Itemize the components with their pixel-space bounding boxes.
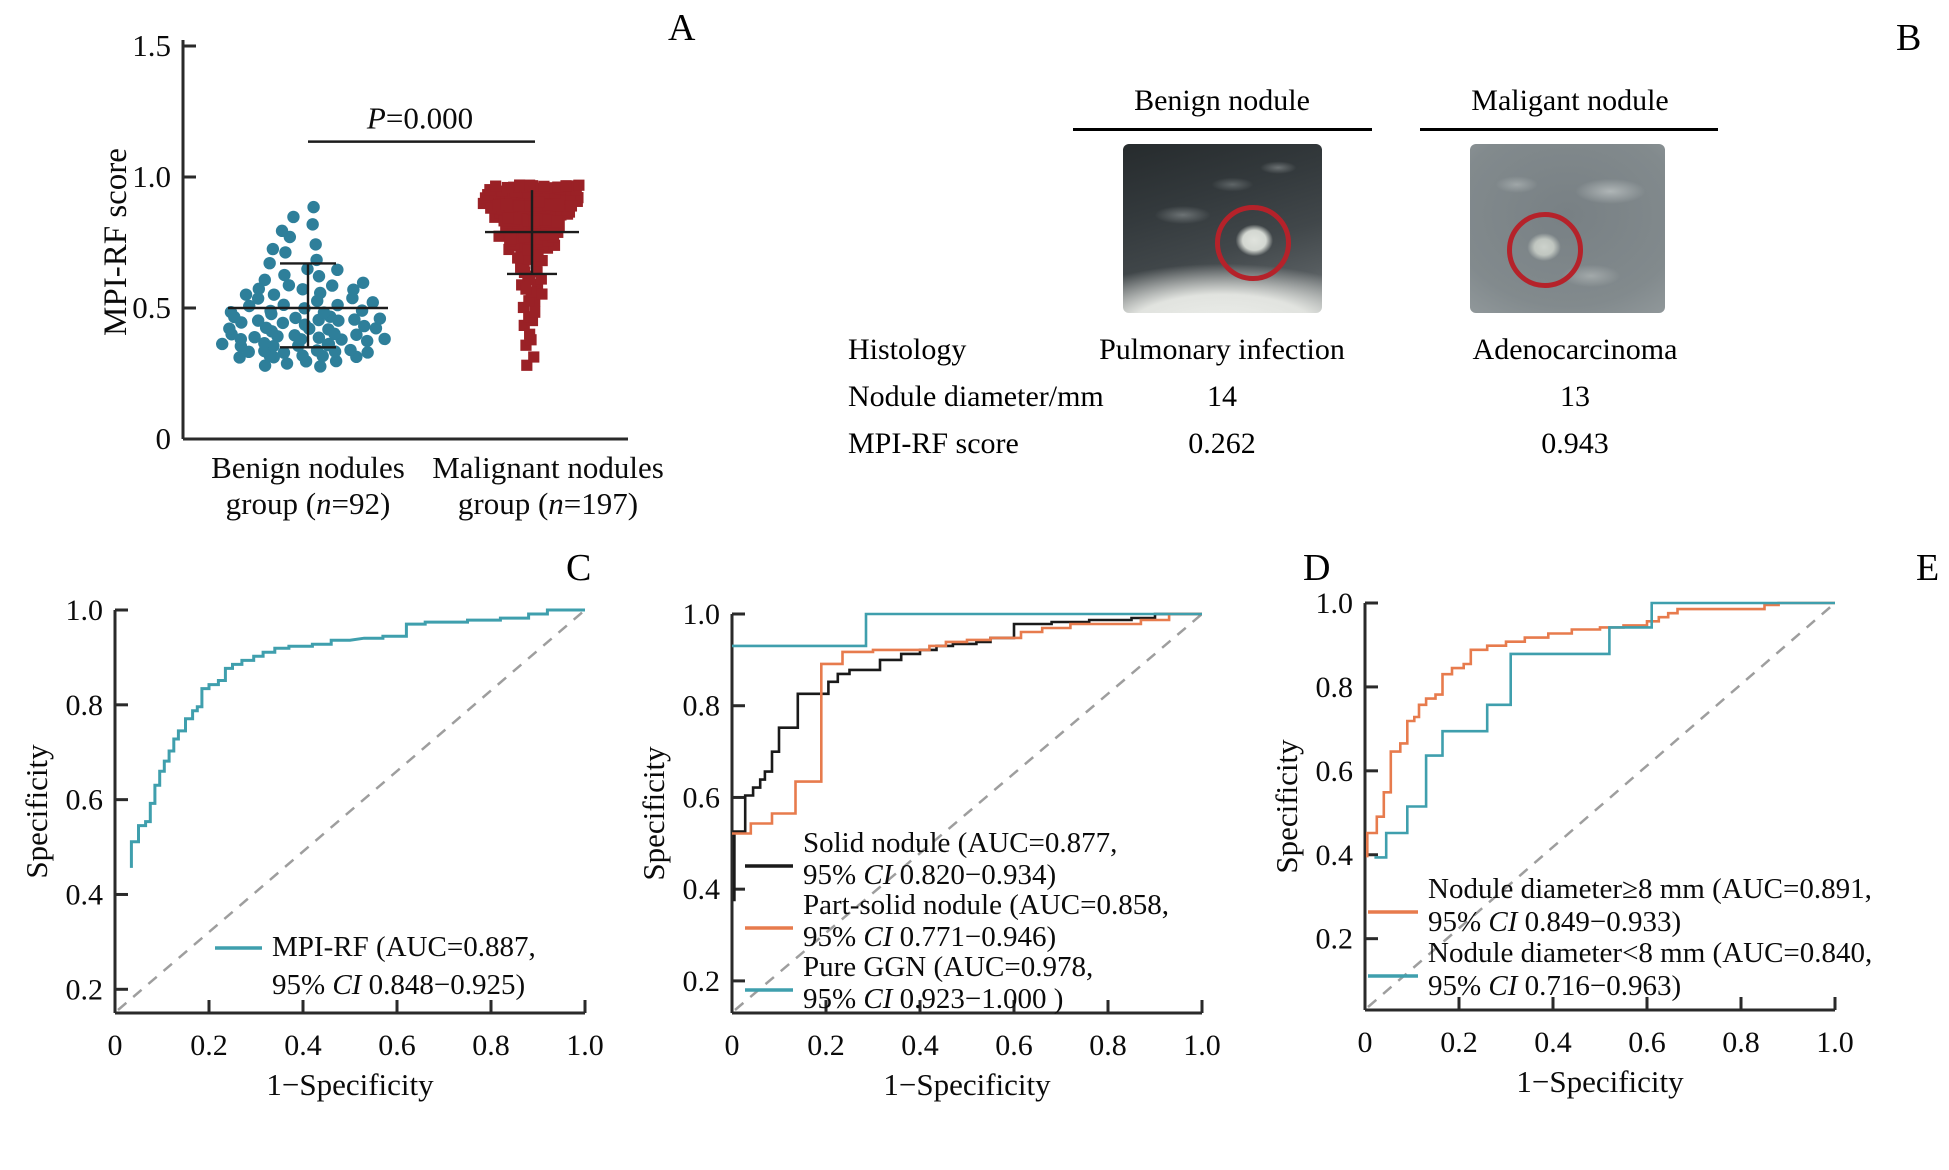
svg-text:0.6: 0.6 (683, 781, 721, 814)
benign-score: 0.262 (1188, 427, 1256, 460)
svg-text:0.2: 0.2 (190, 1029, 228, 1062)
svg-text:group (n=197): group (n=197) (458, 486, 638, 521)
panel-label-c: C (566, 547, 592, 589)
svg-text:0.6: 0.6 (378, 1029, 416, 1062)
malignant-score: 0.943 (1541, 427, 1609, 460)
roc-curve-part-solid-nodule (732, 612, 1202, 835)
svg-text:0.8: 0.8 (1722, 1026, 1760, 1059)
malignant-header-underline (1420, 128, 1718, 131)
svg-text:95% CI 0.849−0.933): 95% CI 0.849−0.933) (1428, 906, 1681, 938)
svg-text:Benign nodules: Benign nodules (211, 450, 405, 485)
svg-text:95% CI 0.716−0.963): 95% CI 0.716−0.963) (1428, 970, 1681, 1002)
panel-label-a: A (668, 7, 696, 49)
roc-curve-nodule-diameter-8-mm (1374, 601, 1835, 859)
row-label-diameter: Nodule diameter/mm (848, 380, 1104, 413)
svg-text:1.0: 1.0 (132, 159, 171, 194)
svg-text:Malignant nodules: Malignant nodules (432, 450, 664, 485)
ct-image-malignant (1470, 144, 1665, 313)
svg-text:0.2: 0.2 (807, 1029, 845, 1062)
svg-text:95% CI 0.820−0.934): 95% CI 0.820−0.934) (803, 859, 1056, 891)
roc-curve-mpi-rf (129, 608, 585, 868)
svg-text:0.6: 0.6 (1316, 755, 1354, 788)
benign-header-underline (1073, 128, 1372, 131)
panel-label-e: E (1916, 547, 1940, 589)
svg-text:0.6: 0.6 (995, 1029, 1033, 1062)
svg-text:group (n=92): group (n=92) (226, 486, 391, 521)
row-label-histology: Histology (848, 333, 967, 366)
benign-swarm (216, 200, 391, 373)
svg-text:Part-solid nodule (AUC=0.858,: Part-solid nodule (AUC=0.858, (803, 889, 1169, 921)
svg-text:0.4: 0.4 (66, 878, 104, 911)
panel-label-d: D (1303, 547, 1331, 589)
benign-histology: Pulmonary infection (1099, 333, 1345, 366)
svg-text:0.4: 0.4 (284, 1029, 322, 1062)
svg-text:95% CI 0.848−0.925): 95% CI 0.848−0.925) (272, 969, 525, 1001)
svg-text:0.8: 0.8 (1316, 671, 1354, 704)
svg-text:0.5: 0.5 (132, 290, 171, 325)
svg-text:1.0: 1.0 (1816, 1026, 1854, 1059)
row-label-score: MPI-RF score (848, 427, 1019, 460)
svg-text:Pure GGN (AUC=0.978,: Pure GGN (AUC=0.978, (803, 951, 1093, 983)
svg-text:1.0: 1.0 (683, 598, 721, 631)
svg-text:0.4: 0.4 (1534, 1026, 1572, 1059)
svg-text:0.2: 0.2 (66, 973, 104, 1006)
svg-text:1.0: 1.0 (66, 594, 104, 627)
svg-text:0.4: 0.4 (1316, 839, 1354, 872)
svg-text:0: 0 (1358, 1026, 1373, 1059)
svg-text:1−Specificity: 1−Specificity (1516, 1064, 1684, 1099)
svg-text:0.6: 0.6 (66, 784, 104, 817)
svg-text:0.4: 0.4 (901, 1029, 939, 1062)
benign-nodule-header: Benign nodule (1134, 84, 1310, 117)
svg-text:0: 0 (725, 1029, 740, 1062)
nodule-circle-annotation (1215, 205, 1291, 281)
roc-curve-pure-ggn (732, 612, 1202, 648)
svg-text:0.2: 0.2 (1316, 923, 1354, 956)
svg-text:95% CI 0.923−1.000 ): 95% CI 0.923−1.000 ) (803, 983, 1063, 1015)
svg-text:1−Specificity: 1−Specificity (266, 1067, 434, 1102)
panel-e-chart: 0.2 0.4 0.6 0.8 1.0 0 0.2 0.4 0.6 0.8 1.0 1−Specifi… (1269, 587, 1872, 1099)
svg-text:0.2: 0.2 (1440, 1026, 1478, 1059)
svg-text:1.5: 1.5 (132, 28, 171, 63)
svg-text:0: 0 (108, 1029, 123, 1062)
panel-d-chart: 0.20.40.60.81.00 0.2 0.4 0.6 0.8 1.01−Specifi… (636, 598, 1221, 1102)
svg-text:1.0: 1.0 (566, 1029, 604, 1062)
malignant-nodule-header: Maligant nodule (1471, 84, 1669, 117)
svg-text:1.0: 1.0 (1183, 1029, 1221, 1062)
nodule-circle-annotation (1507, 212, 1583, 288)
svg-text:0.4: 0.4 (683, 873, 721, 906)
malignant-swarm (477, 179, 585, 371)
svg-text:1−Specificity: 1−Specificity (883, 1067, 1051, 1102)
svg-text:0.2: 0.2 (683, 965, 721, 998)
svg-text:0: 0 (156, 421, 172, 456)
malignant-histology: Adenocarcinoma (1472, 333, 1678, 366)
malignant-diameter: 13 (1560, 380, 1590, 413)
svg-text:1.0: 1.0 (1316, 587, 1354, 620)
svg-text:Specificity: Specificity (19, 744, 54, 879)
svg-text:P=0.000: P=0.000 (366, 101, 473, 136)
ct-image-benign (1123, 144, 1322, 313)
panel-c-chart: 0.20.40.60.81.00 0.2 0.4 0.6 0.8 1.01−Specifi… (19, 594, 604, 1102)
svg-text:0.8: 0.8 (683, 690, 721, 723)
panel-label-b: B (1896, 17, 1922, 59)
roc-curve-nodule-diameter-8-mm (1366, 601, 1835, 858)
svg-text:0.8: 0.8 (1089, 1029, 1127, 1062)
svg-text:Specificity: Specificity (1269, 739, 1304, 874)
svg-text:Specificity: Specificity (636, 746, 671, 881)
svg-text:Solid nodule (AUC=0.877,: Solid nodule (AUC=0.877, (803, 827, 1117, 859)
roc-curve-solid-nodule (733, 612, 1202, 902)
svg-text:0.8: 0.8 (66, 689, 104, 722)
benign-diameter: 14 (1207, 380, 1237, 413)
svg-text:95% CI 0.771−0.946): 95% CI 0.771−0.946) (803, 921, 1056, 953)
svg-text:MPI-RF (AUC=0.887,: MPI-RF (AUC=0.887, (272, 931, 536, 963)
svg-text:Nodule diameter<8 mm (AUC=0.84: Nodule diameter<8 mm (AUC=0.840, (1428, 937, 1872, 969)
svg-text:Nodule diameter≥8 mm (AUC=0.89: Nodule diameter≥8 mm (AUC=0.891, (1428, 873, 1872, 905)
svg-text:0.8: 0.8 (472, 1029, 510, 1062)
svg-text:0.6: 0.6 (1628, 1026, 1666, 1059)
svg-text:MPI-RF score: MPI-RF score (98, 148, 134, 336)
